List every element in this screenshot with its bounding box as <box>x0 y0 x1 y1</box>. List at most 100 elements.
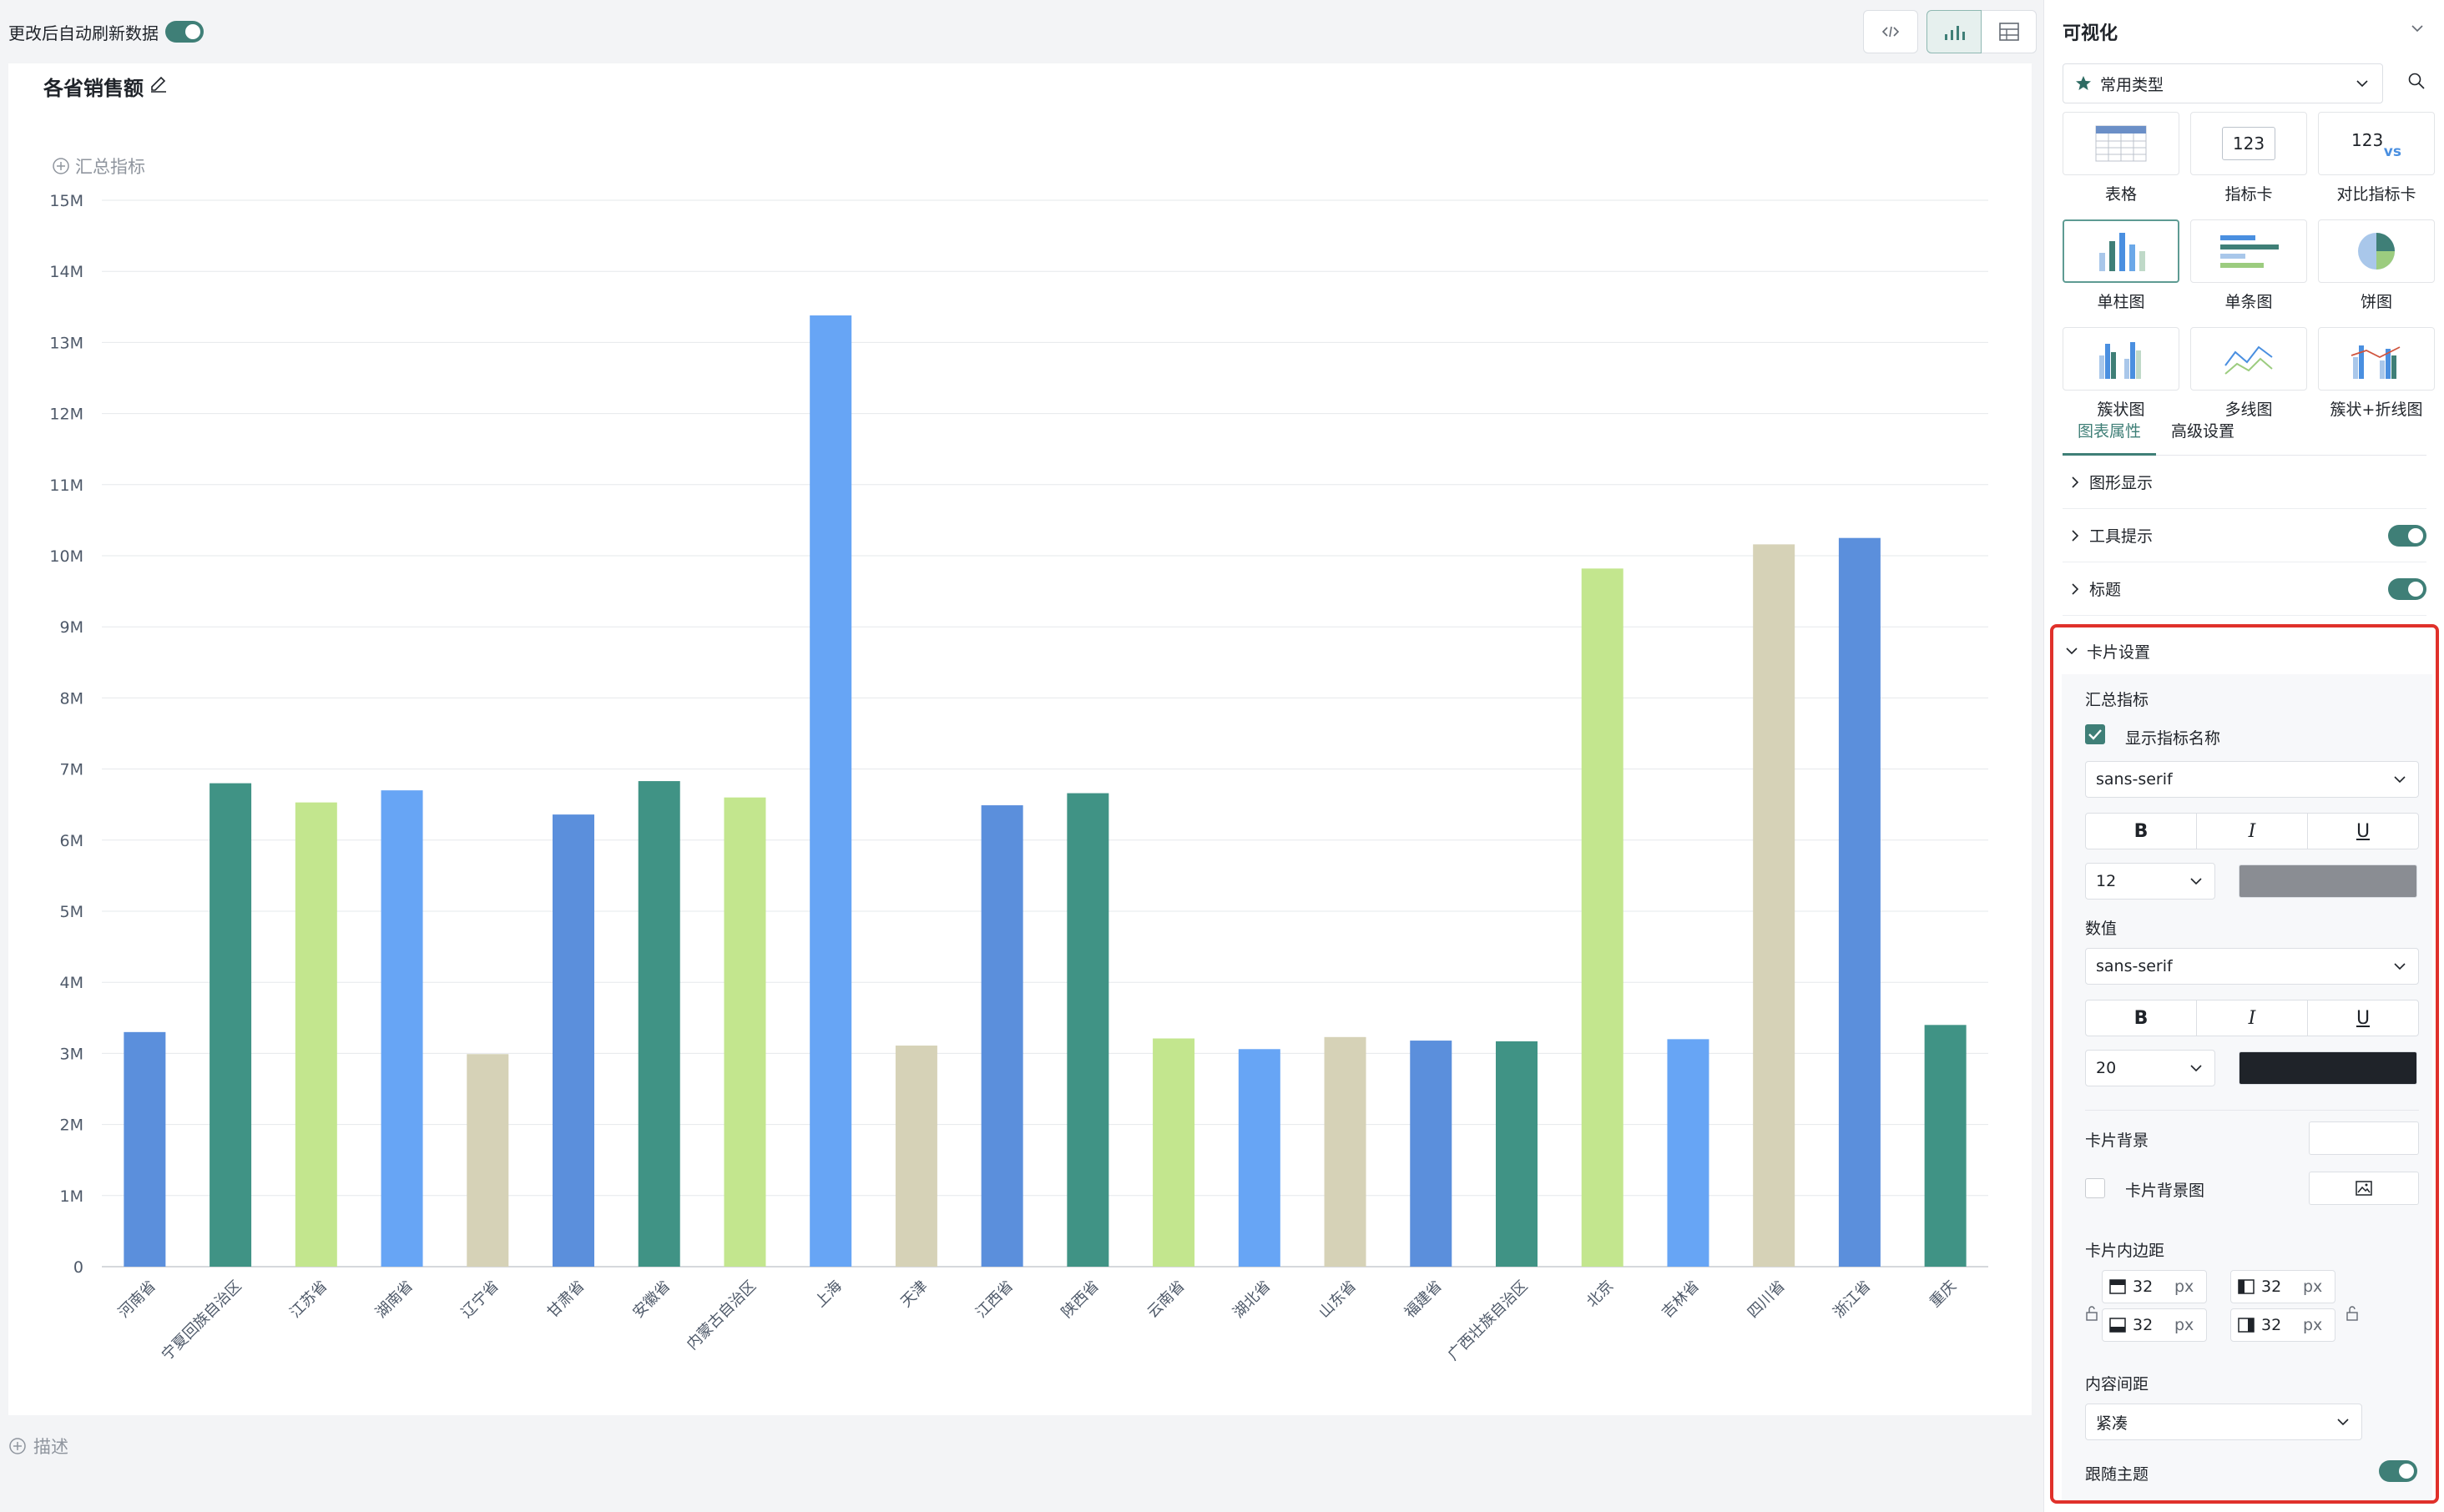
follow-theme-toggle[interactable] <box>2379 1460 2417 1482</box>
italic-button[interactable]: I <box>2197 1000 2308 1036</box>
metric-glyph: 123 <box>2351 130 2384 150</box>
lock-open-icon[interactable] <box>2085 1305 2098 1322</box>
chart-type-label: 多线图 <box>2224 401 2273 419</box>
chevron-down-icon <box>2356 80 2368 88</box>
auto-refresh-toggle[interactable] <box>165 21 204 43</box>
table-icon <box>2095 125 2147 162</box>
bar <box>895 1046 937 1267</box>
chart-type-pie-tile <box>2318 219 2435 283</box>
clustered-bar-icon <box>2099 342 2141 379</box>
underline-button[interactable]: U <box>2356 820 2371 842</box>
follow-theme-label: 跟随主题 <box>2085 1465 2149 1484</box>
tab-advanced-settings[interactable]: 高级设置 <box>2171 422 2235 441</box>
bold-button[interactable]: B <box>2086 1000 2197 1036</box>
tooltip-toggle[interactable] <box>2388 525 2426 547</box>
value-color-swatch[interactable] <box>2239 1051 2417 1085</box>
bar <box>124 1031 166 1267</box>
bold-button[interactable]: B <box>2086 814 2197 849</box>
bar <box>1924 1025 1967 1267</box>
padding-right-input[interactable]: 32 px <box>2230 1308 2335 1342</box>
chevron-right-icon <box>2072 582 2079 595</box>
chart-type-metric-card[interactable]: 123 指标卡 <box>2190 112 2307 204</box>
table-icon <box>1998 23 2019 41</box>
x-tick-label: 辽宁省 <box>458 1278 502 1322</box>
show-metric-name-checkbox[interactable] <box>2085 724 2105 744</box>
metric-font-family-select[interactable]: sans-serif <box>2085 761 2419 798</box>
metric-font-size-select[interactable]: 12 <box>2085 863 2215 900</box>
chart-type-grid: 表格 123 指标卡 123 vs 对比指标卡 单柱图 <box>2063 112 2435 420</box>
chart-type-multi-line[interactable]: 多线图 <box>2190 327 2307 420</box>
padding-left-value: 32 <box>2261 1278 2282 1296</box>
y-tick-label: 12M <box>49 406 83 424</box>
value-format-buttons: B I U <box>2085 1000 2419 1036</box>
bar <box>1410 1041 1452 1267</box>
chart-type-combo[interactable]: 簇状+折线图 <box>2318 327 2435 420</box>
y-tick-label: 5M <box>60 903 83 921</box>
y-tick-label: 3M <box>60 1045 83 1063</box>
y-tick-label: 7M <box>60 761 83 779</box>
select-value: sans-serif <box>2096 957 2173 975</box>
value-font-family-select[interactable]: sans-serif <box>2085 948 2419 985</box>
divider <box>2085 1110 2419 1111</box>
add-summary-metric-button[interactable]: 汇总指标 <box>52 154 145 179</box>
chart-view-button[interactable] <box>1926 10 1982 53</box>
bar-chart: 0 1M 2M 3M 4M 5M 6M 7M 8M 9M 10M 11M 12M 13M 14M 15M 河南省… <box>49 192 1988 1364</box>
section-tooltip[interactable]: 工具提示 <box>2063 509 2426 562</box>
description-label: 描述 <box>33 1437 68 1457</box>
chart-type-pie[interactable]: 饼图 <box>2318 219 2435 312</box>
edit-title-icon[interactable] <box>149 73 169 93</box>
padding-bottom-input[interactable]: 32 px <box>2102 1308 2207 1342</box>
chart-type-horizontal-bar[interactable]: 单条图 <box>2190 219 2307 312</box>
chart-type-label: 簇状+折线图 <box>2330 401 2423 419</box>
code-view-button[interactable] <box>1863 10 1918 53</box>
table-view-button[interactable] <box>1982 10 2037 53</box>
italic-button[interactable]: I <box>2197 814 2308 849</box>
search-icon[interactable] <box>2407 72 2426 90</box>
select-value: 紧凑 <box>2096 1414 2128 1433</box>
card-background-image-checkbox[interactable] <box>2085 1178 2105 1198</box>
multi-line-icon <box>2224 345 2273 375</box>
y-tick-label: 0 <box>73 1258 83 1277</box>
underline-button[interactable]: U <box>2356 1007 2371 1029</box>
section-title[interactable]: 标题 <box>2063 562 2426 616</box>
x-tick-label: 福建省 <box>1401 1278 1446 1322</box>
title-toggle[interactable] <box>2388 578 2426 600</box>
compare-metric-card-icon: 123 vs <box>2350 127 2403 160</box>
add-description-button[interactable]: 描述 <box>8 1434 68 1459</box>
metric-color-swatch[interactable] <box>2239 864 2417 898</box>
chart-type-label: 对比指标卡 <box>2336 185 2416 204</box>
card-background-image-picker[interactable] <box>2309 1172 2419 1205</box>
x-tick-label: 北京 <box>1583 1278 1617 1311</box>
bar <box>1838 537 1881 1267</box>
unit-label: px <box>2174 1316 2194 1334</box>
bar <box>1581 568 1623 1267</box>
y-tick-label: 11M <box>49 476 83 495</box>
x-tick-label: 陕西省 <box>1058 1278 1103 1322</box>
chart-type-clustered[interactable]: 簇状图 <box>2063 327 2179 420</box>
padding-left-input[interactable]: 32 px <box>2230 1270 2335 1303</box>
lock-open-icon[interactable] <box>2346 1305 2359 1322</box>
chart-title[interactable]: 各省销售额 <box>43 77 144 100</box>
section-graphic-display[interactable]: 图形显示 <box>2063 456 2426 509</box>
chart-type-metric-card-tile: 123 <box>2190 112 2307 175</box>
padding-top-input[interactable]: 32 px <box>2102 1270 2207 1303</box>
chart-type-table[interactable]: 表格 <box>2063 112 2179 204</box>
section-card-settings[interactable]: 卡片设置 <box>2062 627 2432 674</box>
y-tick-label: 13M <box>49 334 83 352</box>
chart-type-bar[interactable]: 单柱图 <box>2063 219 2179 312</box>
tab-chart-properties[interactable]: 图表属性 <box>2063 407 2157 456</box>
chart-type-compare-metric-card[interactable]: 123 vs 对比指标卡 <box>2318 112 2435 204</box>
padding-bottom-value: 32 <box>2133 1316 2154 1334</box>
card-background-color[interactable] <box>2309 1121 2419 1155</box>
chart-type-category-select[interactable]: 常用类型 <box>2063 63 2383 103</box>
chevron-down-icon[interactable] <box>2409 20 2426 37</box>
value-font-size-select[interactable]: 20 <box>2085 1050 2215 1086</box>
content-spacing-select[interactable]: 紧凑 <box>2085 1404 2362 1440</box>
section-label: 标题 <box>2089 581 2122 599</box>
unit-label: px <box>2303 1316 2323 1334</box>
bar <box>1496 1041 1538 1267</box>
chart-type-table-tile <box>2063 112 2179 175</box>
chart-type-multi-line-tile <box>2190 327 2307 391</box>
padding-right-icon <box>2238 1318 2255 1333</box>
chart-type-label: 指标卡 <box>2224 185 2273 204</box>
